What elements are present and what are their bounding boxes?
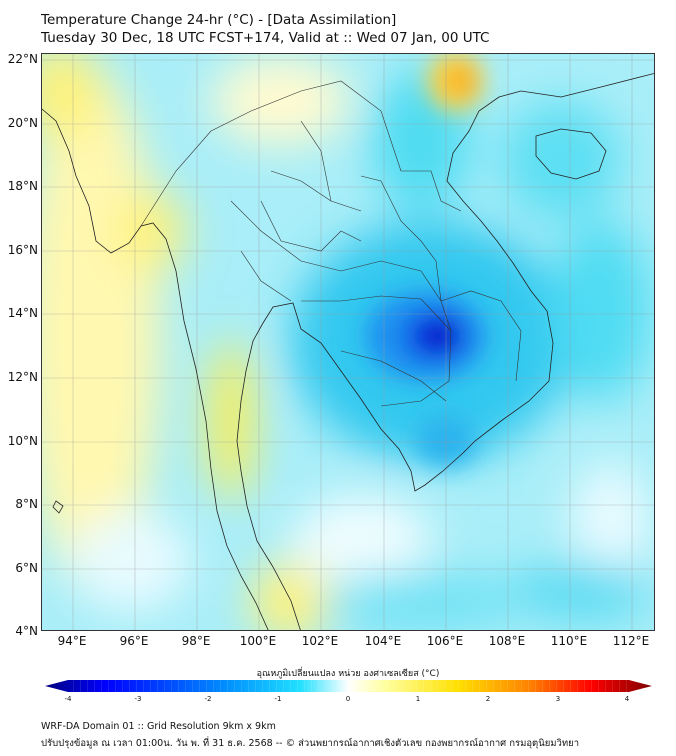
coastlines bbox=[42, 73, 654, 630]
lat-label: 18°N bbox=[7, 179, 38, 193]
colorbar-tick: 4 bbox=[624, 695, 630, 703]
lat-label: 6°N bbox=[15, 561, 38, 575]
lon-label: 100°E bbox=[239, 634, 277, 648]
admin-borders bbox=[140, 80, 522, 407]
lon-label: 108°E bbox=[488, 634, 526, 648]
lat-label: 4°N bbox=[15, 624, 38, 638]
lat-label: 22°N bbox=[7, 52, 38, 66]
lat-label: 12°N bbox=[7, 370, 38, 384]
lon-label: 102°E bbox=[301, 634, 339, 648]
map-canvas bbox=[42, 54, 654, 630]
colorbar-tick: -1 bbox=[274, 695, 282, 703]
lon-label: 98°E bbox=[181, 634, 211, 648]
footer-model-info: WRF-DA Domain 01 :: Grid Resolution 9km … bbox=[41, 721, 276, 732]
colorbar-tick: 2 bbox=[485, 695, 491, 703]
lat-label: 14°N bbox=[7, 306, 38, 320]
lat-label: 8°N bbox=[15, 497, 38, 511]
colorbar-tick: 1 bbox=[415, 695, 421, 703]
colorbar-tick: 0 bbox=[345, 695, 351, 703]
colorbar-label: อุณหภูมิเปลี่ยนแปลง หน่วย องศาเซลเซียส (… bbox=[256, 669, 440, 679]
lon-label: 104°E bbox=[364, 634, 402, 648]
lon-label: 110°E bbox=[550, 634, 588, 648]
lon-label: 94°E bbox=[57, 634, 87, 648]
lon-label: 96°E bbox=[119, 634, 149, 648]
lon-label: 112°E bbox=[612, 634, 650, 648]
lon-label: 106°E bbox=[426, 634, 464, 648]
colorbar-tick: 3 bbox=[555, 695, 561, 703]
footer-credit: ปรับปรุงข้อมูล ณ เวลา 01:00น. วัน พ. ที่… bbox=[41, 738, 580, 749]
chart-title: Temperature Change 24-hr (°C) - [Data As… bbox=[41, 12, 397, 28]
colorbar-tick: -3 bbox=[134, 695, 142, 703]
colorbar-tick: -2 bbox=[204, 695, 212, 703]
colorbar bbox=[45, 680, 652, 692]
lat-label: 10°N bbox=[7, 434, 38, 448]
temperature-change-map[interactable] bbox=[41, 53, 655, 631]
chart-subtitle: Tuesday 30 Dec, 18 UTC FCST+174, Valid a… bbox=[41, 30, 490, 46]
lat-label: 16°N bbox=[7, 243, 38, 257]
lat-label: 20°N bbox=[7, 116, 38, 130]
colorbar-tick: -4 bbox=[64, 695, 72, 703]
